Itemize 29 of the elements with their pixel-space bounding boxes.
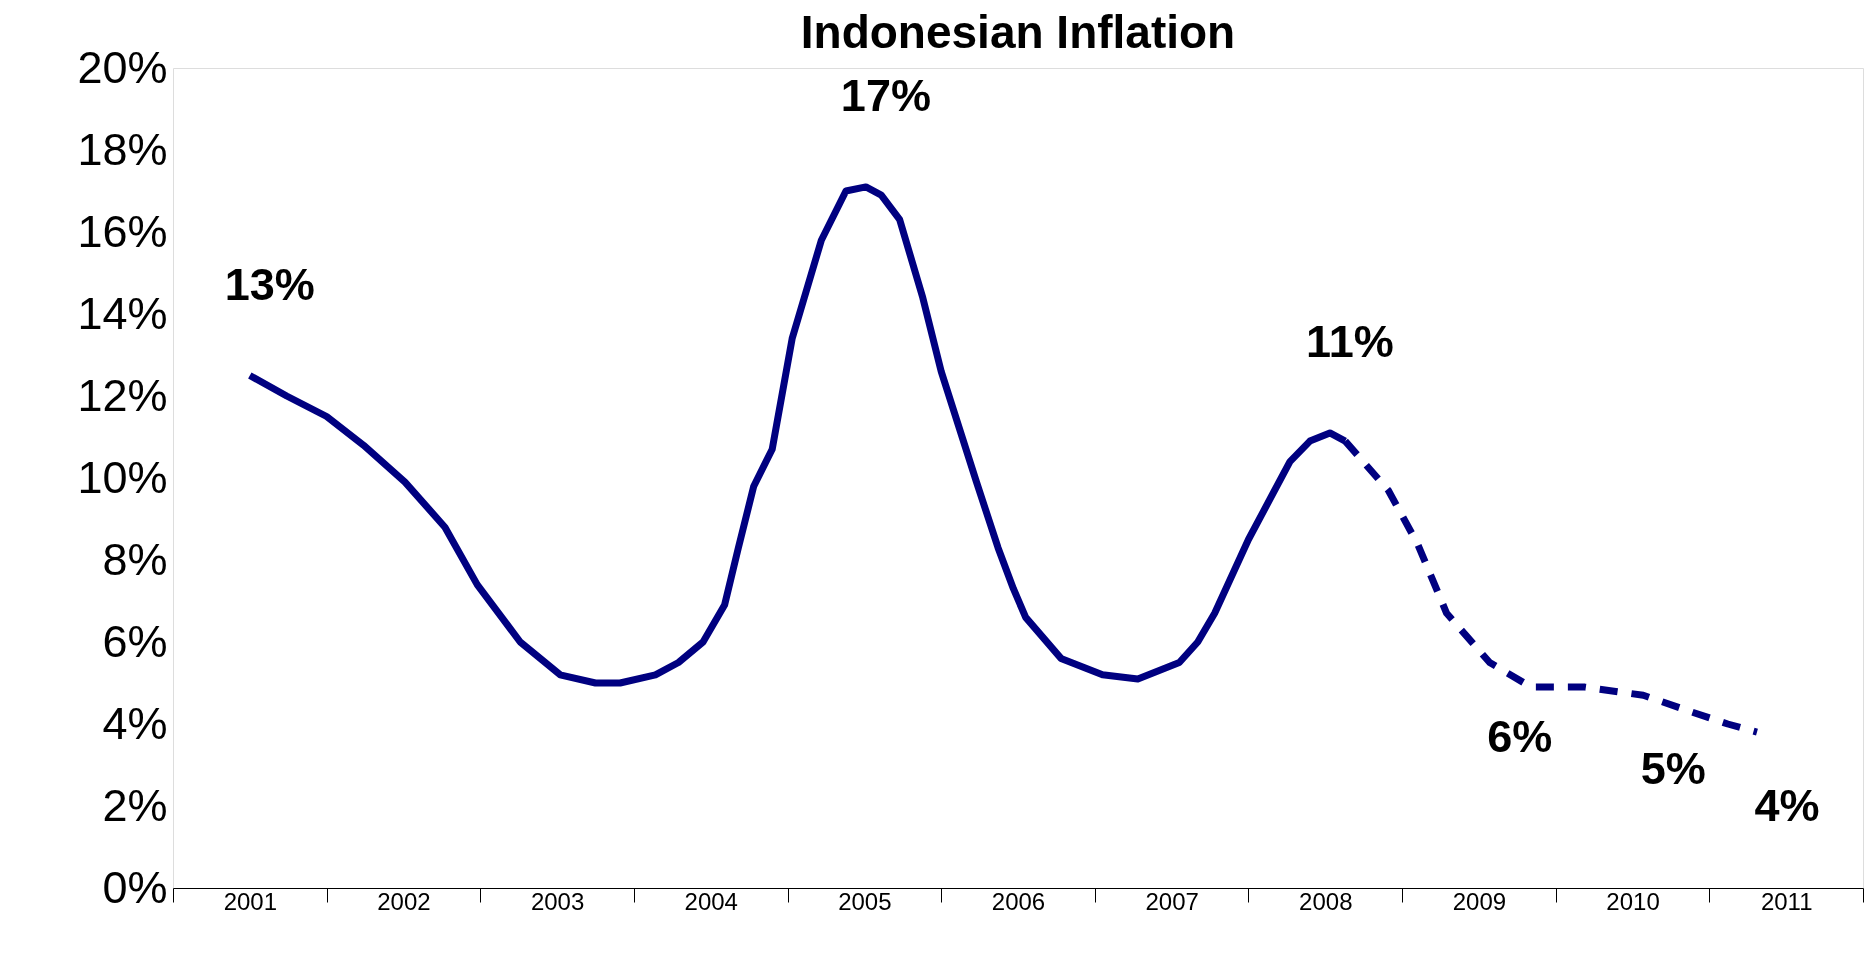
y-tick-label: 10% — [77, 451, 168, 503]
y-tick-label: 2% — [102, 779, 168, 831]
y-tick-label: 18% — [77, 123, 168, 175]
y-tick-label: 8% — [102, 533, 168, 585]
chart-title: Indonesian Inflation — [800, 6, 1236, 58]
x-tick-label: 2005 — [838, 887, 892, 915]
x-tick-label: 2010 — [1606, 887, 1660, 915]
x-tick-label: 2011 — [1760, 887, 1813, 915]
x-tick-label: 2008 — [1299, 887, 1353, 915]
annotation: 13% — [224, 258, 315, 310]
annotation: 4% — [1754, 780, 1820, 832]
y-tick-label: 12% — [77, 369, 168, 421]
annotation: 11% — [1306, 315, 1394, 367]
annotation: 6% — [1487, 710, 1553, 762]
y-tick-label: 6% — [102, 615, 168, 667]
x-tick-label: 2001 — [223, 887, 278, 915]
annotation: 17% — [840, 69, 931, 121]
y-tick-label: 0% — [102, 861, 168, 913]
x-tick-label: 2003 — [530, 887, 585, 915]
y-tick-label: 4% — [102, 697, 168, 749]
x-tick-label: 2002 — [377, 887, 431, 915]
x-tick-label: 2004 — [684, 887, 738, 915]
y-tick-label: 16% — [77, 205, 168, 257]
y-tick-label: 14% — [77, 287, 168, 339]
annotation: 5% — [1640, 743, 1706, 795]
y-tick-label: 20% — [77, 41, 168, 93]
x-tick-label: 2007 — [1145, 887, 1199, 915]
x-tick-label: 2006 — [991, 887, 1046, 915]
x-tick-label: 2009 — [1452, 887, 1507, 915]
